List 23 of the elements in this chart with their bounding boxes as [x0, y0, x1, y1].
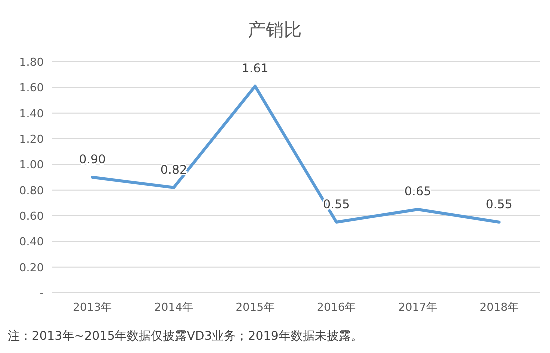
data-label: 0.65 — [404, 184, 432, 199]
y-tick-label: 1.00 — [20, 158, 44, 172]
x-tick-label: 2018年 — [480, 301, 519, 314]
data-label: 0.82 — [160, 162, 188, 177]
y-tick-label: 1.20 — [20, 133, 44, 146]
data-label: 1.61 — [242, 61, 269, 76]
y-tick-label: 0.20 — [20, 261, 44, 274]
text: 注：2013年~2015年数据仅披露VD3业务；2019年数据未披露。 — [8, 329, 363, 343]
x-tick-label: 2013年 — [73, 301, 112, 314]
data-label: 0.90 — [79, 152, 106, 166]
y-tick-label: 1.40 — [20, 107, 44, 120]
y-tick-label: 1.80 — [20, 56, 44, 69]
x-tick-label: 2017年 — [398, 301, 438, 314]
y-tick-label: 1.60 — [20, 82, 44, 95]
x-tick-label: 2014年 — [154, 301, 194, 314]
y-tick-label: 0.40 — [20, 236, 44, 249]
data-label: 0.55 — [486, 197, 513, 212]
y-tick-label: 0.80 — [20, 184, 44, 198]
y-tick-label: - — [40, 287, 44, 300]
x-tick-label: 2016年 — [317, 301, 356, 314]
y-tick-label: 0.60 — [20, 210, 44, 223]
x-tick-label: 2015年 — [236, 301, 275, 314]
chart-title: 产销比 — [248, 20, 302, 41]
